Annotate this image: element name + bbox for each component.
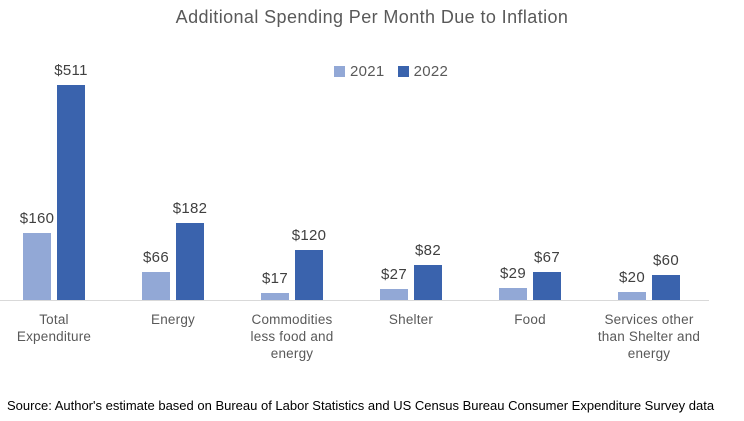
value-label-2022-5: $60 bbox=[653, 252, 679, 269]
value-label-2021-0: $160 bbox=[19, 210, 55, 227]
value-label-2022-2: $120 bbox=[291, 227, 327, 244]
bar-2021-2 bbox=[261, 293, 289, 300]
value-label-2021-2: $17 bbox=[262, 270, 288, 287]
bar-2022-3 bbox=[414, 265, 442, 300]
legend-item-2022: 2022 bbox=[397, 63, 449, 80]
value-label-2022-4: $67 bbox=[534, 249, 560, 266]
bar-2021-5 bbox=[618, 292, 646, 300]
source-note: Source: Author's estimate based on Burea… bbox=[7, 398, 715, 413]
value-label-2022-0: $511 bbox=[54, 62, 88, 79]
value-label-2021-5: $20 bbox=[619, 269, 645, 286]
category-label-2: Commodities less food and energy bbox=[250, 312, 334, 361]
value-label-2022-3: $82 bbox=[415, 242, 441, 259]
legend-label-2022: 2022 bbox=[413, 63, 449, 80]
bar-2022-1 bbox=[176, 223, 204, 300]
value-label-2021-3: $27 bbox=[381, 266, 407, 283]
bar-2022-5 bbox=[652, 275, 680, 300]
value-label-2021-4: $29 bbox=[500, 265, 526, 282]
category-label-4: Food bbox=[514, 312, 546, 327]
bar-2022-2 bbox=[295, 250, 323, 300]
legend-item-2021: 2021 bbox=[334, 63, 385, 80]
bar-2022-0 bbox=[57, 85, 85, 300]
chart-title: Additional Spending Per Month Due to Inf… bbox=[175, 7, 569, 27]
bar-2021-4 bbox=[499, 288, 527, 300]
category-label-1: Energy bbox=[151, 312, 195, 327]
category-label-0: Total Expenditure bbox=[16, 312, 92, 344]
legend-label-2021: 2021 bbox=[350, 63, 385, 80]
bar-2021-3 bbox=[380, 289, 408, 300]
chart-legend: 2021 2022 bbox=[334, 63, 448, 80]
x-axis-line bbox=[0, 300, 709, 301]
value-label-2021-1: $66 bbox=[143, 249, 169, 266]
value-label-2022-1: $182 bbox=[172, 200, 208, 217]
legend-swatch-2022 bbox=[397, 66, 409, 77]
bar-2021-0 bbox=[23, 233, 51, 300]
category-label-3: Shelter bbox=[388, 312, 434, 327]
category-label-5: Services other than Shelter and energy bbox=[597, 312, 701, 361]
legend-swatch-2021 bbox=[334, 66, 345, 77]
bar-2021-1 bbox=[142, 272, 170, 300]
bar-2022-4 bbox=[533, 272, 561, 300]
